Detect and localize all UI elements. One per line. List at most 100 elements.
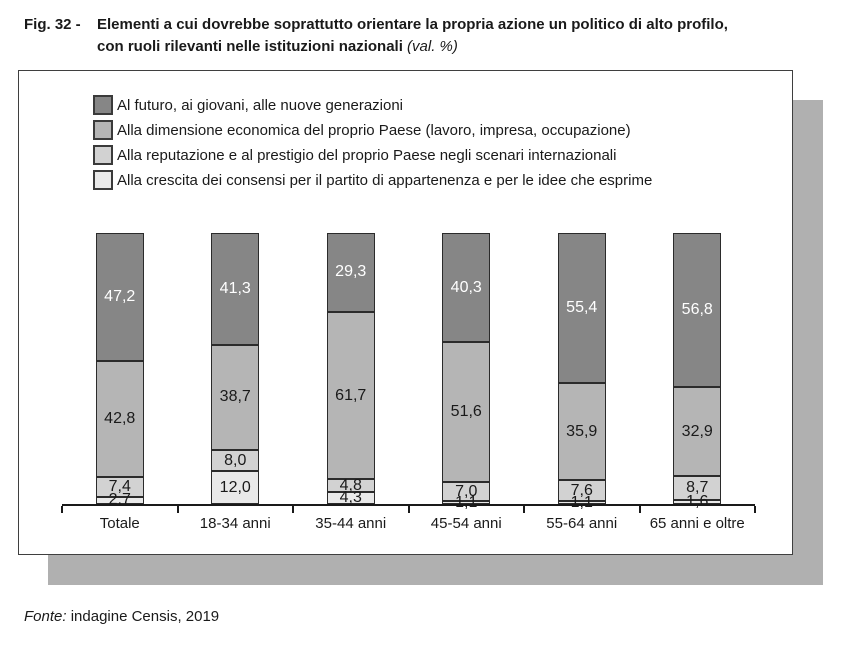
bar-value-label: 42,8 bbox=[104, 409, 136, 427]
bar-segment: 8,7 bbox=[673, 476, 722, 500]
plot-area: 47,2 42,8 7,4 2,7 41,3 38,7 8,0 12,0 29,3 61,7 4,8… bbox=[62, 232, 756, 510]
axis-tick bbox=[638, 506, 641, 513]
figure-number: Fig. 32 - bbox=[24, 16, 81, 33]
legend-item: Al futuro, ai giovani, alle nuove genera… bbox=[93, 95, 792, 115]
bar-slot: 29,3 61,7 4,8 4,3 bbox=[293, 232, 409, 507]
bar-value-label: 51,6 bbox=[450, 403, 482, 421]
stacked-bar: 40,3 51,6 7,0 1,1 bbox=[442, 233, 491, 510]
axis-tick bbox=[292, 506, 294, 513]
bar-segment: 2,7 bbox=[95, 492, 144, 508]
category-label: 65 anni e oltre bbox=[649, 515, 745, 532]
bar-slot: 56,8 32,9 8,7 1,6 bbox=[640, 233, 756, 509]
bar-value-label: 32,9 bbox=[681, 422, 713, 440]
legend-item: Alla crescita dei consensi per il partit… bbox=[93, 170, 792, 190]
stacked-bar: 55,4 35,9 7,6 1,1 bbox=[557, 233, 606, 510]
bar-segment: 32,9 bbox=[673, 386, 722, 477]
category-label: 18-34 anni bbox=[199, 515, 271, 532]
bar-segment: 51,6 bbox=[442, 342, 491, 483]
stacked-bar: 29,3 61,7 4,8 4,3 bbox=[326, 232, 375, 507]
bar-value-label: 4,3 bbox=[339, 489, 362, 507]
bar-segment: 38,7 bbox=[211, 344, 260, 450]
bar-segment: 4,3 bbox=[326, 489, 375, 507]
x-labels: Totale 18-34 anni 35-44 anni 45-54 anni 55-6… bbox=[62, 515, 755, 532]
legend-label: Alla crescita dei consensi per il partit… bbox=[117, 171, 653, 189]
bar-segment: 47,2 bbox=[95, 232, 144, 361]
bar-value-label: 56,8 bbox=[681, 300, 713, 318]
source-note: Fonte: indagine Censis, 2019 bbox=[24, 608, 856, 625]
bar-value-label: 38,7 bbox=[219, 388, 251, 406]
bar-value-label: 47,2 bbox=[104, 287, 136, 305]
bar-slot: 41,3 38,7 8,0 12,0 bbox=[178, 233, 294, 504]
figure-title-indent bbox=[24, 36, 97, 58]
bar-segment: 1,1 bbox=[557, 494, 606, 510]
legend-swatch-economia bbox=[93, 120, 113, 140]
bar-segment: 42,8 bbox=[95, 360, 144, 477]
bar-value-label: 7,4 bbox=[108, 477, 131, 495]
bar-slot: 40,3 51,6 7,0 1,1 bbox=[409, 233, 525, 510]
figure-title-note: (val. %) bbox=[407, 38, 458, 55]
source-label: Fonte: bbox=[24, 608, 67, 625]
bar-value-label: 1,1 bbox=[570, 493, 593, 511]
bar-segment: 4,8 bbox=[326, 476, 375, 494]
legend-label: Al futuro, ai giovani, alle nuove genera… bbox=[117, 96, 404, 114]
bar-segment: 7,6 bbox=[557, 480, 606, 502]
bar-segment: 8,0 bbox=[211, 449, 260, 472]
chart-container: Al futuro, ai giovani, alle nuove genera… bbox=[18, 70, 823, 585]
bar-segment: 29,3 bbox=[326, 232, 375, 313]
figure-title-line1: Elementi a cui dovrebbe soprattutto orie… bbox=[97, 16, 728, 33]
source-text: indagine Censis, 2019 bbox=[70, 608, 220, 625]
axis-tick bbox=[61, 506, 63, 513]
stacked-bar: 47,2 42,8 7,4 2,7 bbox=[95, 232, 144, 508]
axis-tick bbox=[176, 506, 179, 513]
legend-swatch-reputazione bbox=[93, 145, 113, 165]
legend-item: Alla dimensione economica del proprio Pa… bbox=[93, 120, 792, 140]
bar-segment: 41,3 bbox=[211, 233, 260, 345]
bar-segment: 56,8 bbox=[673, 233, 722, 387]
bar-segment: 55,4 bbox=[557, 233, 606, 384]
stacked-bar: 56,8 32,9 8,7 1,6 bbox=[673, 233, 722, 509]
bar-segment: 40,3 bbox=[442, 233, 491, 343]
bar-segment: 12,0 bbox=[211, 471, 260, 504]
bar-slot: 55,4 35,9 7,6 1,1 bbox=[524, 233, 640, 510]
bar-value-label: 55,4 bbox=[566, 299, 598, 317]
bar-segment: 7,4 bbox=[95, 476, 144, 497]
category-label: Totale bbox=[99, 515, 140, 532]
legend-swatch-futuro bbox=[93, 95, 113, 115]
bar-value-label: 7,0 bbox=[455, 482, 478, 500]
legend-item: Alla reputazione e al prestigio del prop… bbox=[93, 145, 792, 165]
legend-label: Alla dimensione economica del proprio Pa… bbox=[117, 121, 631, 139]
figure-title-line2: con ruoli rilevanti nelle istituzioni na… bbox=[97, 38, 458, 55]
bar-value-label: 1,6 bbox=[686, 492, 709, 510]
chart-box: Al futuro, ai giovani, alle nuove genera… bbox=[18, 70, 793, 555]
legend-swatch-consensi bbox=[93, 170, 113, 190]
axis-tick bbox=[407, 506, 410, 513]
bar-value-label: 29,3 bbox=[335, 263, 367, 281]
bar-value-label: 8,7 bbox=[686, 478, 709, 496]
bar-value-label: 8,0 bbox=[224, 451, 247, 469]
bar-segment: 1,1 bbox=[442, 494, 491, 510]
bar-value-label: 35,9 bbox=[566, 422, 598, 440]
bar-value-label: 7,6 bbox=[570, 481, 593, 499]
axis-tick bbox=[754, 506, 756, 513]
bar-value-label: 61,7 bbox=[335, 386, 367, 404]
category-label: 35-44 anni bbox=[315, 515, 387, 532]
category-label: 45-54 anni bbox=[430, 515, 502, 532]
bar-value-label: 1,1 bbox=[455, 493, 478, 511]
bar-segment: 61,7 bbox=[326, 312, 375, 480]
bar-value-label: 12,0 bbox=[219, 478, 251, 496]
legend-label: Alla reputazione e al prestigio del prop… bbox=[117, 146, 617, 164]
chart-legend: Al futuro, ai giovani, alle nuove genera… bbox=[93, 95, 792, 190]
x-axis bbox=[61, 504, 756, 513]
axis-tick bbox=[523, 506, 525, 513]
bar-value-label: 40,3 bbox=[450, 278, 482, 296]
figure-title: Fig. 32 - Elementi a cui dovrebbe soprat… bbox=[0, 0, 856, 58]
bar-segment: 7,0 bbox=[442, 482, 491, 502]
stacked-bar: 41,3 38,7 8,0 12,0 bbox=[211, 233, 260, 504]
bar-value-label: 2,7 bbox=[108, 491, 131, 509]
bar-value-label: 41,3 bbox=[219, 279, 251, 297]
bar-value-label: 4,8 bbox=[339, 476, 362, 494]
category-label: 55-64 anni bbox=[546, 515, 618, 532]
bar-slot: 47,2 42,8 7,4 2,7 bbox=[62, 232, 178, 508]
bar-segment: 35,9 bbox=[557, 383, 606, 481]
